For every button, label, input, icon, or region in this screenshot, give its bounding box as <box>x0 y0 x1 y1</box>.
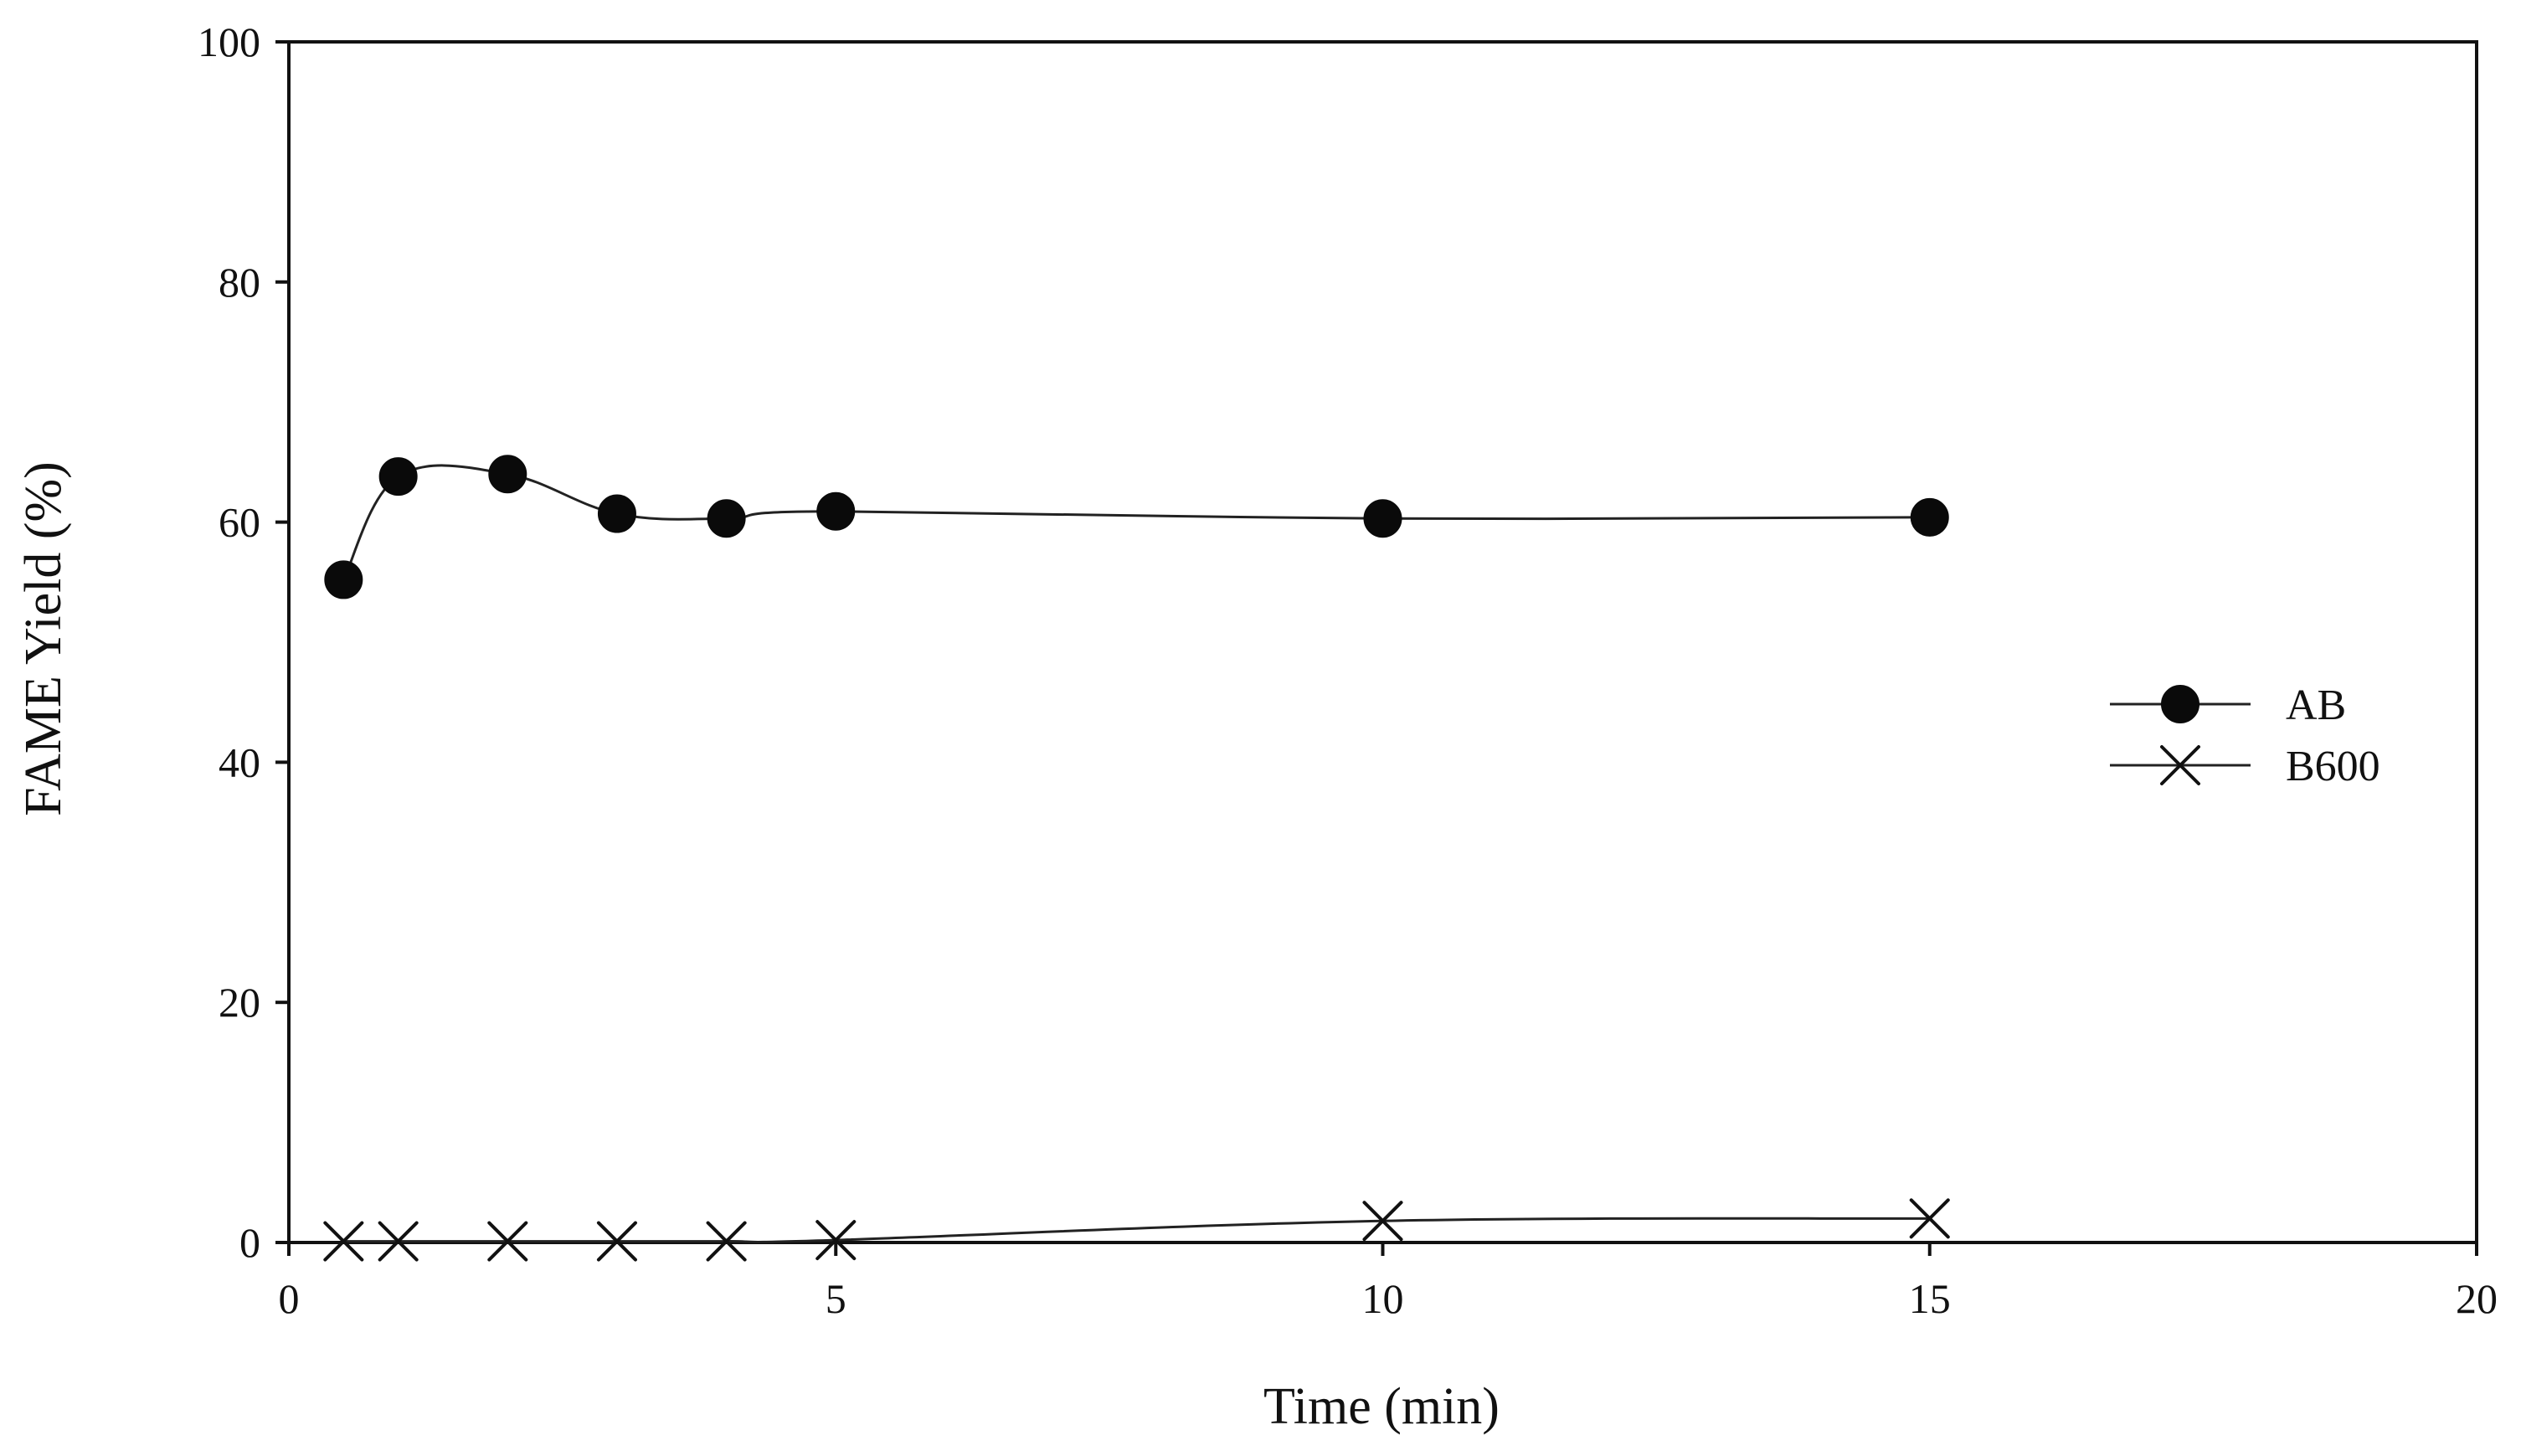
y-tick-label: 100 <box>198 18 260 65</box>
series-ab-point <box>324 560 363 599</box>
axis-ticks: 0 5 10 15 20 0 20 40 60 80 100 <box>198 18 2498 1322</box>
series-b600-point <box>1362 1201 1403 1242</box>
series-b600-point <box>487 1221 528 1262</box>
series-b600 <box>323 1198 1950 1262</box>
legend-marker <box>2160 745 2200 785</box>
y-tick-label: 60 <box>219 499 260 546</box>
series-ab-point <box>597 494 636 533</box>
series-layer <box>323 455 1950 1262</box>
legend: AB B600 <box>2110 682 2380 790</box>
series-ab-point <box>378 457 418 496</box>
x-tick-label: 5 <box>826 1275 846 1322</box>
series-b600-point <box>323 1221 364 1262</box>
legend-item-ab: AB <box>2110 682 2346 729</box>
legend-label: B600 <box>2286 743 2380 790</box>
legend-marker <box>2161 685 2199 723</box>
series-ab-point <box>1910 497 1949 537</box>
x-tick-label: 15 <box>1909 1275 1951 1322</box>
series-ab-point <box>816 491 856 531</box>
x-tick-label: 20 <box>2456 1275 2498 1322</box>
series-ab-line <box>342 464 1930 581</box>
series-b600-point <box>706 1221 747 1262</box>
x-tick-label: 0 <box>279 1275 300 1322</box>
series-b600-line <box>343 1217 1930 1243</box>
x-axis-title: Time (min) <box>1263 1378 1500 1435</box>
series-ab-point <box>1363 499 1402 538</box>
series-ab <box>324 455 1949 599</box>
series-b600-point <box>596 1221 637 1262</box>
x-tick-label: 10 <box>1362 1275 1404 1322</box>
y-tick-label: 80 <box>219 259 260 306</box>
series-ab-point <box>707 499 746 538</box>
y-axis-title: FAME Yield (%) <box>15 461 72 816</box>
y-tick-label: 20 <box>219 979 260 1026</box>
series-b600-point <box>815 1220 857 1261</box>
legend-item-b600: B600 <box>2110 743 2380 790</box>
plot-frame <box>287 40 2478 1244</box>
plot-area <box>287 40 2478 1244</box>
series-b600-point <box>1909 1198 1950 1239</box>
series-b600-point <box>378 1221 419 1262</box>
series-ab-point <box>488 455 527 494</box>
y-tick-label: 0 <box>239 1219 260 1266</box>
y-tick-label: 40 <box>219 738 260 785</box>
legend-label: AB <box>2286 682 2346 729</box>
